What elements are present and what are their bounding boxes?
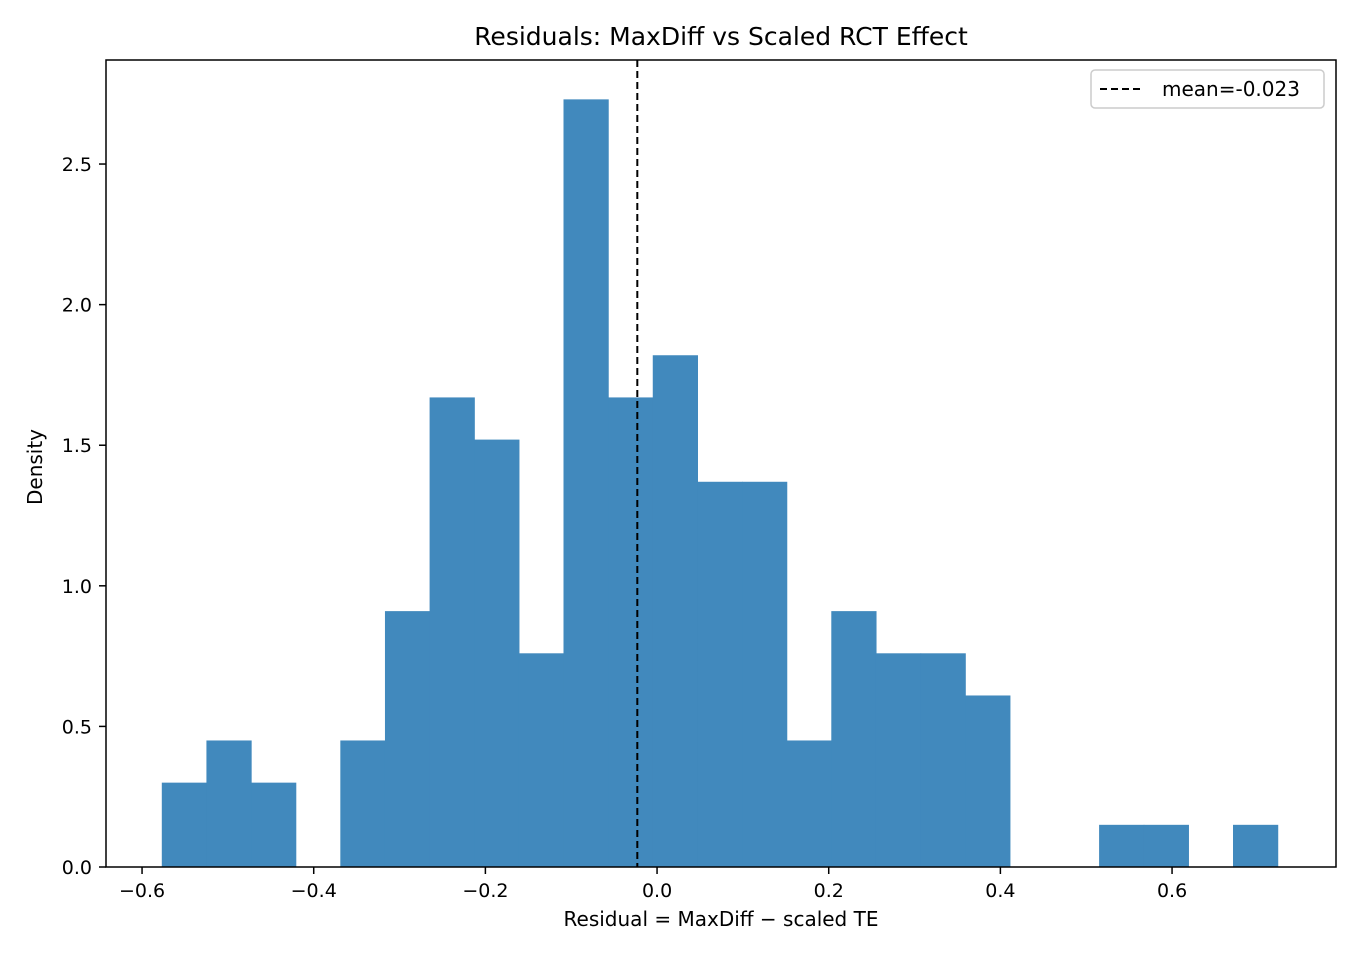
y-axis: 0.0 0.5 1.0 1.5 2.0 2.5 [62,154,106,879]
histogram-bar [563,99,609,868]
histogram-bar [652,355,698,867]
x-axis: −0.6 −0.4 −0.2 0.0 0.2 0.4 0.6 [119,867,1187,902]
y-tick-label: 1.0 [62,576,92,598]
chart-title: Residuals: MaxDiff vs Scaled RCT Effect [474,22,968,51]
x-tick-label: 0.0 [642,880,672,902]
y-tick-label: 2.0 [62,295,92,317]
y-tick-label: 2.5 [62,154,92,176]
histogram-bar [1232,824,1279,867]
x-tick-label: 0.2 [814,880,844,902]
histogram-bar [384,611,431,867]
histogram-bar [1099,824,1145,867]
histogram-bar [161,782,208,867]
legend-label: mean=-0.023 [1162,77,1300,101]
y-axis-label: Density [23,429,47,505]
histogram-bar [340,740,386,867]
histogram-bar [251,782,297,867]
bars-group [161,99,1279,868]
histogram-bar [786,740,832,867]
x-tick-label: −0.4 [291,880,337,902]
legend-box [1090,69,1325,109]
histogram-bar [206,740,252,867]
x-axis-label: Residual = MaxDiff − scaled TE [564,907,879,931]
x-tick-label: −0.2 [462,880,508,902]
histogram-bar [1143,824,1189,867]
x-tick-label: 0.6 [1157,880,1187,902]
plot-frame [105,59,1337,868]
y-tick-label: 0.0 [62,857,92,879]
histogram-bar [920,653,966,867]
y-tick-label: 0.5 [62,716,92,738]
histogram-bar [965,695,1011,867]
histogram-bar [831,611,877,867]
x-tick-label: 0.4 [985,880,1015,902]
legend: mean=-0.023 [1090,69,1325,109]
histogram-bar [697,481,743,867]
histogram-bar [608,397,654,867]
histogram-bar [875,653,922,867]
histogram-bar [742,481,788,867]
histogram-bar [518,653,565,867]
histogram-bar [429,397,475,867]
histogram-bar [474,439,520,867]
y-tick-label: 1.5 [62,435,92,457]
x-tick-label: −0.6 [119,880,165,902]
